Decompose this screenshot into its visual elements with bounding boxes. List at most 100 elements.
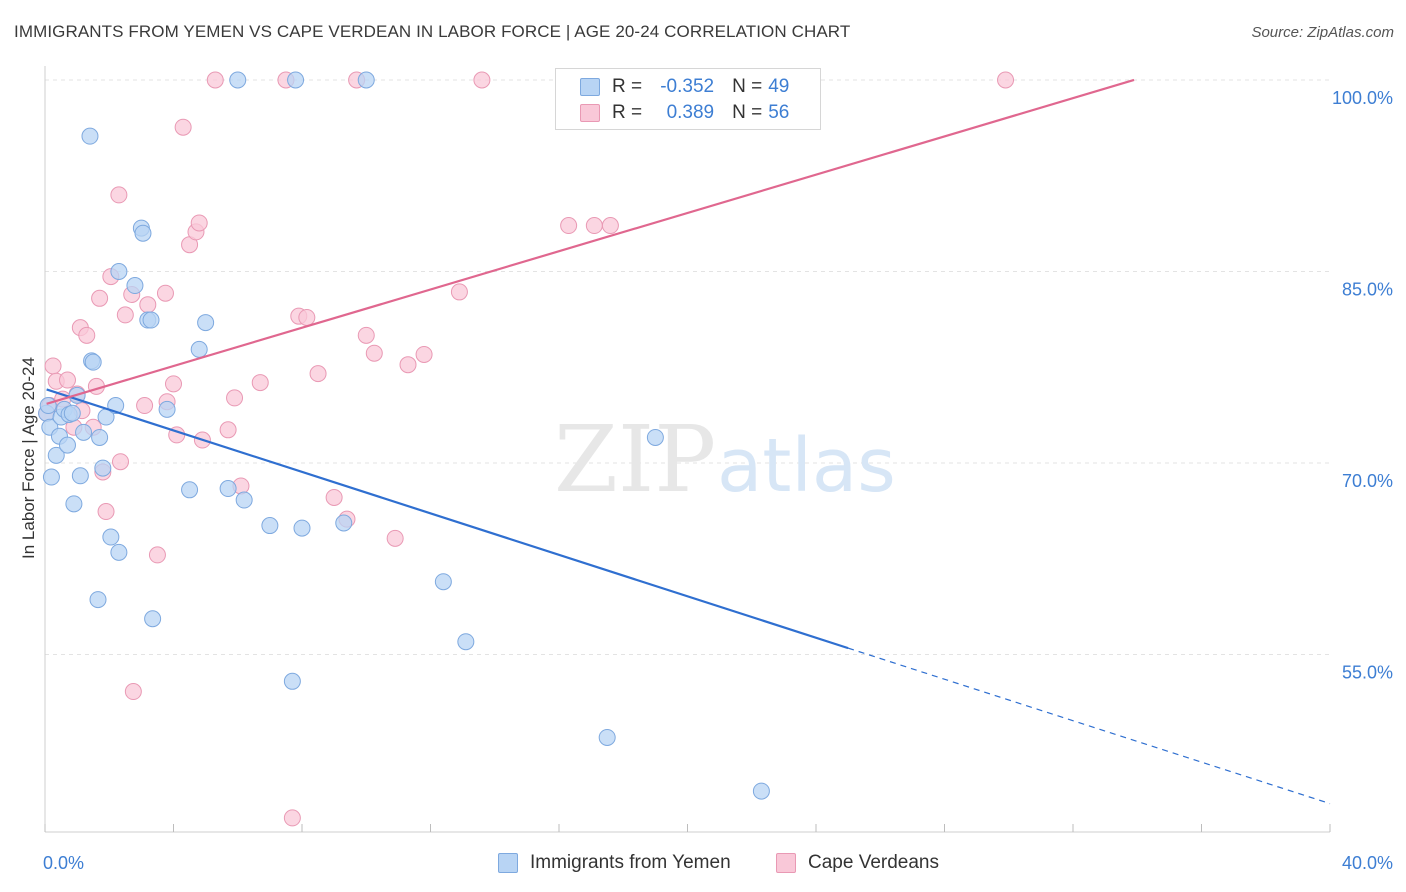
- yemen-point: [110, 543, 128, 561]
- series-swatch-pink: [776, 853, 796, 873]
- legend-r-value: -0.352: [660, 76, 715, 97]
- cape-verdean-point: [325, 488, 343, 506]
- cape-verdean-point: [44, 357, 62, 375]
- cape-verdean-point: [415, 345, 433, 363]
- yemen-point: [39, 397, 57, 415]
- cape-verdean-point: [148, 546, 166, 564]
- cape-verdean-point: [110, 186, 128, 204]
- cape-verdean-point: [124, 683, 142, 701]
- cape-verdean-point: [190, 214, 208, 232]
- chart-title: IMMIGRANTS FROM YEMEN VS CAPE VERDEAN IN…: [14, 22, 851, 41]
- cape-verdean-point: [997, 71, 1015, 89]
- legend-row-yemen: R = -0.352 N = 49: [580, 75, 789, 99]
- cape-verdean-point: [365, 344, 383, 362]
- yemen-point: [235, 491, 253, 509]
- yemen-point: [142, 311, 160, 329]
- legend-swatch-blue: [580, 78, 600, 96]
- yemen-point: [58, 436, 76, 454]
- cape-verdean-point: [174, 118, 192, 136]
- yemen-point: [71, 467, 89, 485]
- legend-n-label: N =: [732, 102, 763, 123]
- y-tick-label: 55.0%: [1342, 663, 1393, 683]
- watermark: ZIP atlas: [554, 406, 896, 513]
- y-tick-label: 100.0%: [1332, 88, 1393, 108]
- cape-verdean-point: [473, 71, 491, 89]
- yemen-point: [63, 404, 81, 422]
- cape-verdean-point: [165, 375, 182, 393]
- yemen-point: [752, 782, 770, 800]
- yemen-point: [598, 728, 616, 746]
- yemen-point: [335, 514, 353, 532]
- cape-verdean-point: [206, 71, 224, 89]
- yemen-point: [646, 428, 664, 446]
- y-tick-label: 70.0%: [1342, 471, 1393, 491]
- cape-verdean-point: [450, 283, 468, 301]
- series-swatch-blue: [498, 853, 518, 873]
- series-legend-label: Immigrants from Yemen: [530, 852, 731, 873]
- yemen-point: [102, 528, 120, 546]
- legend-swatch-pink: [580, 104, 600, 122]
- yemen-point: [158, 400, 176, 418]
- cape-verdean-point: [560, 217, 578, 235]
- chart-source: Source: ZipAtlas.com: [1251, 24, 1394, 41]
- yemen-point: [229, 71, 247, 89]
- cape-verdean-point: [139, 296, 157, 314]
- legend-r-value: 0.389: [666, 102, 715, 123]
- yemen-point: [84, 353, 102, 371]
- cape-verdean-point: [283, 809, 301, 827]
- yemen-point: [42, 468, 60, 486]
- cape-verdean-point: [585, 217, 603, 235]
- legend-n-value: 56: [768, 102, 790, 123]
- yemen-point: [134, 224, 152, 242]
- cape-verdean-point: [116, 306, 134, 324]
- y-axis-label: In Labor Force | Age 20-24: [19, 357, 38, 559]
- trend-layer: [46, 78, 1331, 805]
- cape-verdean-point: [97, 503, 115, 521]
- x-tick-label: 0.0%: [43, 853, 84, 873]
- cape-verdean-point: [91, 289, 109, 307]
- yemen-trend-line: [46, 388, 849, 650]
- yemen-point: [65, 495, 83, 513]
- series-legend: Immigrants from Yemen Cape Verdeans: [0, 852, 1406, 878]
- cape-verdean-point: [601, 217, 619, 235]
- cape-verdean-point: [399, 356, 417, 374]
- x-tick-label: 40.0%: [1342, 853, 1393, 873]
- yemen-point: [126, 277, 144, 295]
- legend-row-cape-verdean: R = 0.389 N = 56: [580, 101, 789, 125]
- yemen-point: [190, 340, 208, 358]
- yemen-point: [457, 633, 475, 651]
- cape-verdean-point: [219, 421, 237, 439]
- yemen-point: [75, 423, 93, 441]
- cape-verdean-trend-line: [46, 78, 1135, 405]
- points-layer: [38, 71, 1015, 827]
- yemen-point: [287, 71, 305, 89]
- cape-verdean-point: [309, 365, 327, 383]
- yemen-point: [197, 314, 215, 332]
- yemen-point: [181, 481, 199, 499]
- yemen-point: [261, 517, 279, 535]
- yemen-point: [110, 263, 128, 281]
- cape-verdean-point: [386, 529, 404, 547]
- yemen-trend-extension: [847, 647, 1331, 805]
- yemen-point: [81, 127, 99, 145]
- legend-r-label: R =: [612, 102, 643, 123]
- cape-verdean-point: [136, 397, 154, 415]
- watermark-atlas: atlas: [717, 423, 896, 509]
- yemen-point: [94, 459, 112, 477]
- cape-verdean-point: [58, 371, 76, 389]
- legend-n-value: 49: [768, 76, 790, 97]
- cape-verdean-point: [226, 389, 244, 407]
- yemen-point: [293, 519, 311, 537]
- grid-layer: [45, 79, 1330, 656]
- yemen-point: [89, 591, 107, 609]
- watermark-zip: ZIP: [554, 406, 716, 513]
- yemen-point: [219, 480, 237, 498]
- cape-verdean-point: [251, 374, 269, 392]
- yemen-point: [283, 672, 301, 690]
- y-tick-label: 85.0%: [1342, 280, 1393, 300]
- series-legend-cape-verdean[interactable]: Cape Verdeans: [776, 852, 939, 874]
- yemen-point: [357, 71, 375, 89]
- cape-verdean-point: [298, 308, 316, 326]
- series-legend-yemen[interactable]: Immigrants from Yemen: [498, 852, 731, 874]
